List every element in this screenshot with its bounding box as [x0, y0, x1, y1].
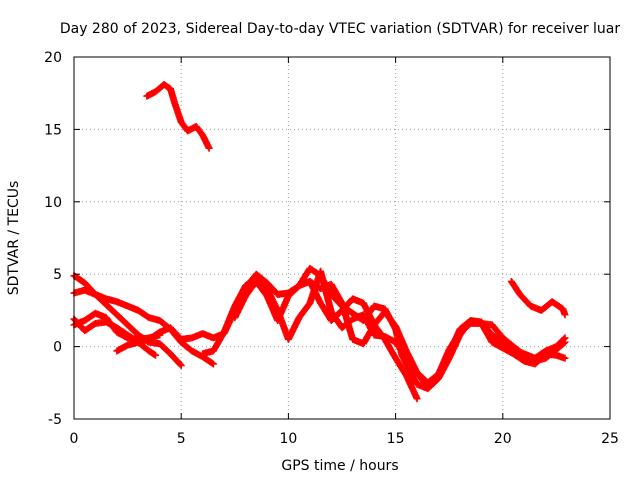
y-tick-label: 5 [53, 267, 62, 283]
data-point [209, 360, 217, 368]
y-tick-label: 10 [44, 195, 62, 211]
grid-lines [74, 57, 610, 419]
data-point [561, 311, 569, 319]
y-tick-label: 20 [44, 50, 62, 66]
axis-ticks: 0 5 10 15 20 25 -5 0 5 10 15 20 [44, 50, 619, 447]
series-arc8 [231, 277, 421, 403]
chart-title: Day 280 of 2023, Sidereal Day-to-day VTE… [60, 21, 621, 37]
series-arc9 [306, 277, 569, 391]
data-point [150, 350, 158, 358]
data-point [151, 351, 159, 359]
data-point [561, 354, 569, 362]
series-arc1 [143, 81, 213, 152]
x-tick-label: 20 [494, 431, 512, 447]
data-point [176, 360, 184, 368]
data-point [208, 359, 216, 367]
y-axis-label: SDTVAR / TECUs [6, 181, 22, 296]
x-tick-label: 0 [70, 431, 79, 447]
x-axis-label: GPS time / hours [281, 458, 398, 474]
y-tick-label: -5 [48, 412, 62, 428]
data-series [70, 81, 569, 403]
y-tick-label: 15 [44, 122, 62, 138]
plot-frame [73, 56, 611, 420]
data-point [205, 144, 213, 152]
data-point [413, 395, 421, 403]
data-point [560, 335, 568, 343]
series-arc10 [507, 277, 569, 319]
x-tick-label: 25 [601, 431, 619, 447]
data-point [561, 334, 569, 342]
data-point [177, 361, 185, 369]
x-tick-label: 15 [387, 431, 405, 447]
y-tick-label: 0 [53, 340, 62, 356]
x-tick-label: 10 [279, 431, 297, 447]
x-tick-label: 5 [177, 431, 186, 447]
